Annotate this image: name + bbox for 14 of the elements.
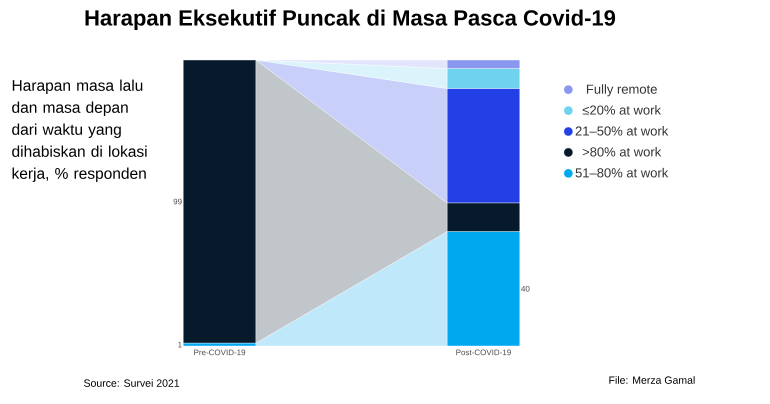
- legend-label: >80% at work: [582, 146, 662, 157]
- legend-label: Fully remote: [586, 84, 657, 96]
- legend-label: ≤20% at work: [582, 105, 661, 115]
- x-tick-label: Post-COVID-19: [456, 350, 511, 356]
- text: File: Merza Gamal: [609, 376, 695, 384]
- legend-label: 21–50% at work: [576, 126, 668, 136]
- chart-title: Harapan Eksekutif Puncak di Masa Pasca Covid-19: [86, 10, 616, 30]
- data-label: 1: [178, 342, 182, 348]
- text: Harapan masa lalu dan masa depan dari waktu yang dihabiskan di lokasi kerja, % responden: [12, 80, 147, 182]
- data-label: 40: [521, 286, 530, 292]
- source-note: Source: Survei 2021: [84, 379, 180, 387]
- legend-label: 51–80% at work: [576, 168, 668, 178]
- x-tick-label: Pre-COVID-19: [194, 350, 246, 356]
- data-label: 99: [174, 198, 182, 204]
